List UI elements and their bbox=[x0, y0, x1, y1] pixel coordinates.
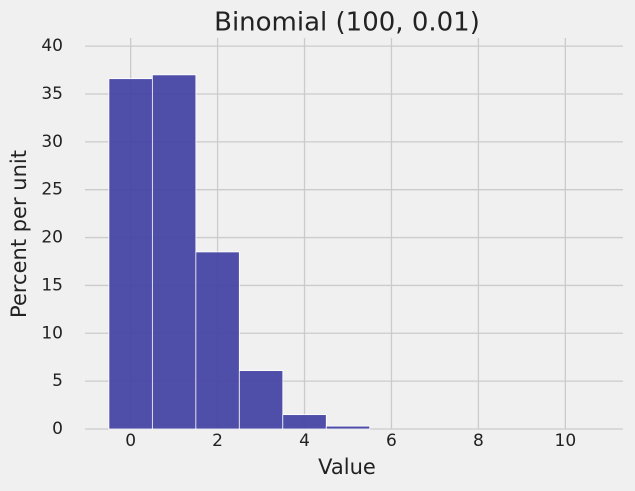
y-tick-label: 25 bbox=[41, 180, 63, 200]
y-tick-label: 5 bbox=[52, 371, 63, 391]
bar bbox=[108, 78, 153, 430]
bars bbox=[108, 74, 371, 430]
y-tick-label: 20 bbox=[41, 228, 63, 248]
y-tick-label: 40 bbox=[41, 36, 63, 56]
chart-title: Binomial (100, 0.01) bbox=[214, 8, 480, 38]
x-tick-label: 8 bbox=[473, 431, 484, 451]
bar bbox=[195, 251, 240, 430]
bar bbox=[325, 425, 371, 430]
y-tick-label: 15 bbox=[41, 275, 63, 295]
x-tick-label: 2 bbox=[212, 431, 223, 451]
x-tick-label: 10 bbox=[555, 431, 577, 451]
bar bbox=[282, 414, 327, 430]
y-tick-label: 30 bbox=[41, 132, 63, 152]
y-axis-label: Percent per unit bbox=[7, 150, 31, 318]
bar bbox=[238, 370, 284, 430]
y-tick-label: 0 bbox=[52, 419, 63, 439]
bar bbox=[151, 74, 197, 430]
y-tick-label: 35 bbox=[41, 84, 63, 104]
x-tick-label: 0 bbox=[125, 431, 136, 451]
x-tick-label: 4 bbox=[299, 431, 310, 451]
x-tick-label: 6 bbox=[386, 431, 397, 451]
y-tick-label: 10 bbox=[41, 323, 63, 343]
x-axis-label: Value bbox=[318, 455, 376, 479]
